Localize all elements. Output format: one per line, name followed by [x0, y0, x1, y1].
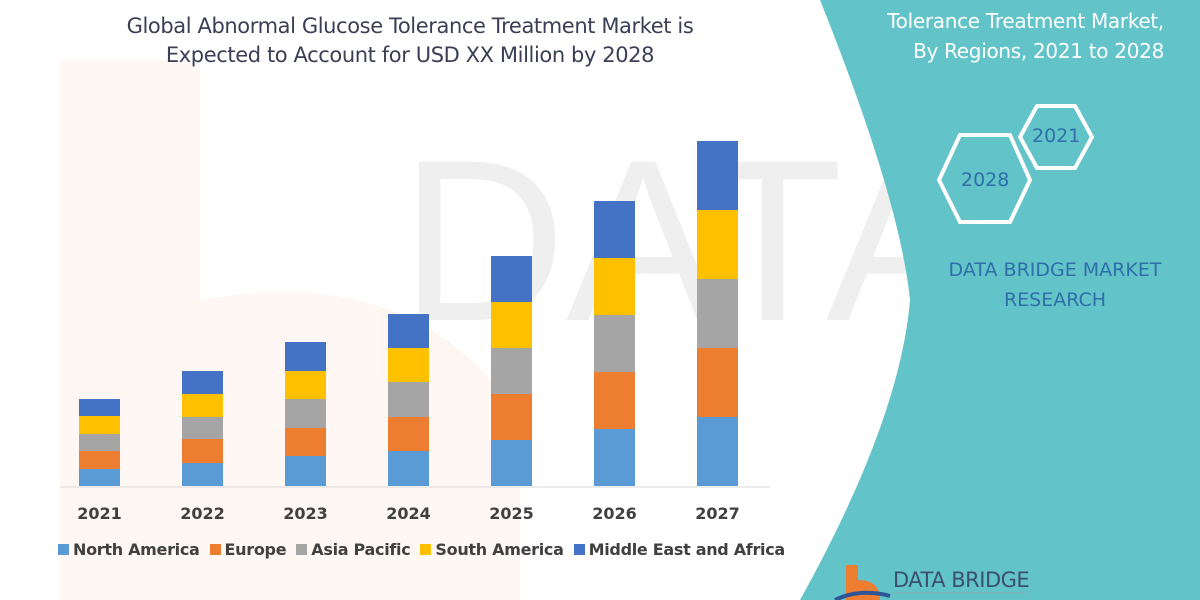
bar-segment-2026-3 — [594, 258, 635, 315]
bar-segment-2022-3 — [182, 394, 223, 417]
x-tick-label: 2024 — [386, 504, 431, 523]
bar-segment-2021-3 — [79, 416, 120, 434]
legend-label: North America — [73, 540, 200, 559]
x-tick-label: 2023 — [283, 504, 328, 523]
legend-item: Middle East and Africa — [573, 540, 786, 559]
stacked-bar-chart: 2021 2022 2023 2024 2025 2026 2027 — [60, 141, 770, 523]
bar-segment-2022-1 — [182, 439, 223, 463]
bar-segment-2025-1 — [491, 394, 532, 440]
legend-item: Asia Pacific — [296, 540, 411, 559]
legend-label: Asia Pacific — [311, 540, 411, 559]
bar-segment-2025-0 — [491, 440, 532, 486]
x-tick-label: 2027 — [695, 504, 740, 523]
bar-segment-2023-1 — [285, 428, 326, 456]
legend-swatch — [573, 544, 585, 555]
bar-segment-2022-2 — [182, 417, 223, 439]
bar-segment-2026-0 — [594, 429, 635, 486]
side-title-line-1: Tolerance Treatment Market, — [887, 9, 1164, 33]
logo-text: DATA BRIDGE — [893, 568, 1030, 592]
x-tick-label: 2025 — [489, 504, 534, 523]
legend-item: North America — [58, 540, 200, 559]
title-line-1: Global Abnormal Glucose Tolerance Treatm… — [126, 14, 694, 38]
hex-label-2021: 2021 — [1032, 125, 1081, 147]
legend-swatch — [209, 544, 221, 555]
bar-segment-2024-0 — [388, 451, 429, 486]
hex-2021 — [1017, 104, 1095, 170]
bar-segment-2023-2 — [285, 399, 326, 428]
bar-segment-2027-4 — [697, 141, 738, 210]
legend-label: Europe — [224, 540, 287, 559]
brand-line-1: DATA BRIDGE MARKET — [948, 259, 1162, 281]
x-tick-label: 2026 — [592, 504, 637, 523]
chart-title: Global Abnormal Glucose Tolerance Treatm… — [60, 12, 760, 70]
legend-item: South America — [420, 540, 564, 559]
bar-segment-2024-2 — [388, 382, 429, 417]
bar-segment-2021-2 — [79, 434, 120, 451]
hex-2028 — [936, 133, 1033, 224]
bar-segment-2025-2 — [491, 348, 532, 394]
bar-segment-2026-4 — [594, 201, 635, 258]
bar-segment-2027-2 — [697, 279, 738, 348]
bar-segment-2024-1 — [388, 417, 429, 451]
bar-segment-2027-3 — [697, 210, 738, 279]
legend-swatch — [58, 544, 69, 555]
side-title: Tolerance Treatment Market, By Regions, … — [887, 6, 1164, 66]
bar-segment-2023-3 — [285, 371, 326, 399]
brand-line-2: RESEARCH — [1003, 289, 1107, 311]
bar-segment-2023-4 — [285, 342, 326, 371]
legend-label: Middle East and Africa — [588, 540, 786, 559]
legend: North America Europe Asia Pacific South Ame… — [58, 540, 785, 559]
bar-segment-2027-1 — [697, 348, 738, 417]
legend-label: South America — [435, 540, 564, 559]
teal-panel — [800, 0, 1200, 600]
bar-segment-2023-0 — [285, 456, 326, 486]
hex-label-2028: 2028 — [961, 169, 1010, 191]
bar-segment-2021-1 — [79, 451, 120, 469]
bar-segment-2022-4 — [182, 371, 223, 394]
legend-swatch — [296, 544, 308, 555]
bar-segment-2026-2 — [594, 315, 635, 372]
legend-swatch — [420, 544, 432, 555]
x-tick-label: 2021 — [77, 504, 122, 523]
brand-text: DATA BRIDGE MARKET RESEARCH — [920, 255, 1190, 315]
bar-segment-2024-4 — [388, 314, 429, 348]
bar-segment-2027-0 — [697, 417, 738, 486]
side-title-line-2: By Regions, 2021 to 2028 — [913, 39, 1164, 63]
bar-segment-2026-1 — [594, 372, 635, 429]
legend-item: Europe — [209, 540, 287, 559]
bar-segment-2021-4 — [79, 399, 120, 416]
x-tick-label: 2022 — [180, 504, 225, 523]
logo-icon — [834, 565, 891, 600]
bar-segment-2025-3 — [491, 302, 532, 348]
bar-segment-2024-3 — [388, 348, 429, 382]
bar-segment-2022-0 — [182, 463, 223, 486]
bar-segment-2025-4 — [491, 256, 532, 302]
bar-segment-2021-0 — [79, 469, 120, 486]
title-line-2: Expected to Account for USD XX Million b… — [165, 43, 655, 67]
